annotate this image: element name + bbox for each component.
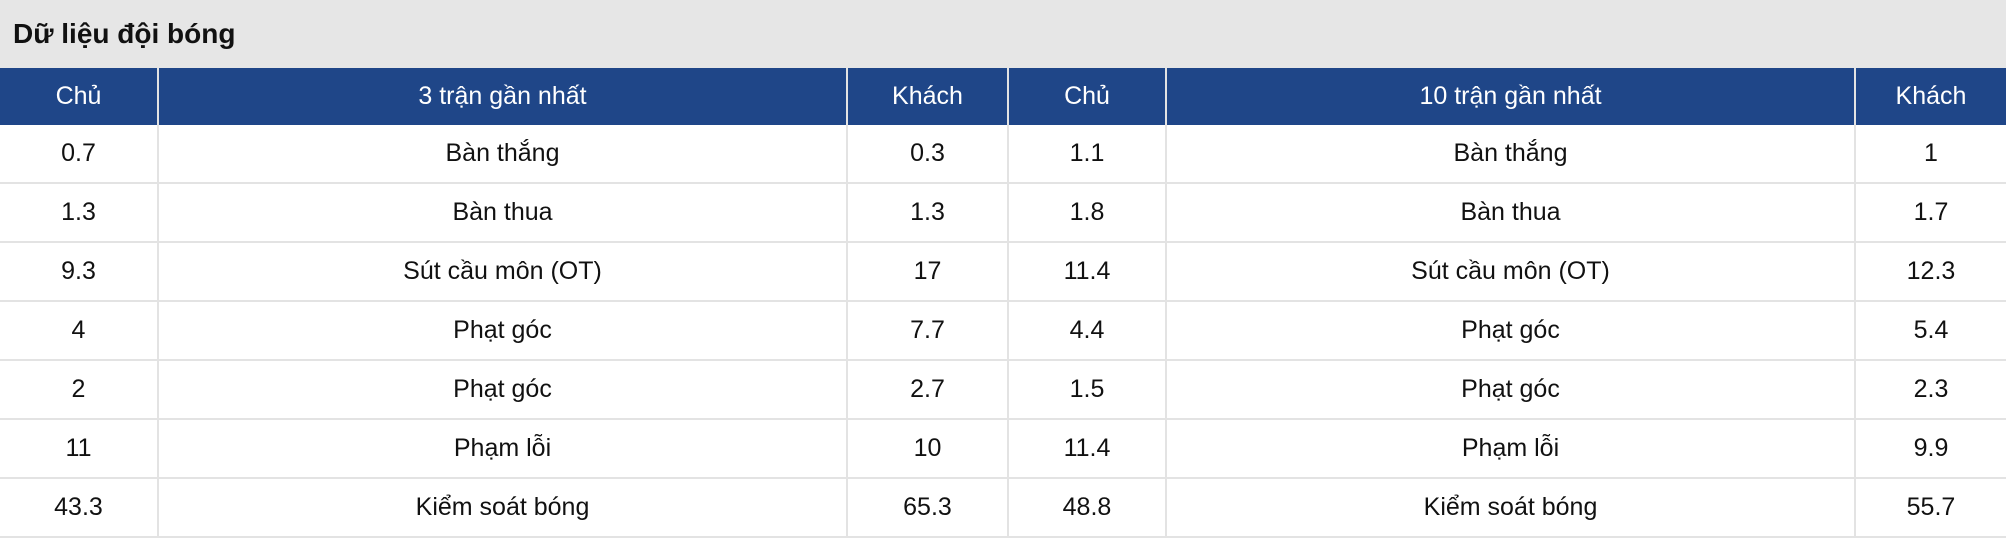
cell-stat-3: Bàn thắng [158,125,848,184]
cell-away-3: 65.3 [847,478,1009,538]
cell-stat-3: Phạt góc [158,360,848,420]
cell-home-3: 43.3 [0,478,159,538]
cell-away-3: 7.7 [847,301,1009,361]
cell-stat-3: Sút cầu môn (OT) [158,242,848,302]
header-away-10: Khách [1855,68,2006,125]
cell-stat-10: Phạt góc [1166,301,1856,361]
cell-stat-10: Phạm lỗi [1166,419,1856,479]
cell-away-10: 9.9 [1855,419,2006,479]
section-header: Dữ liệu đội bóng [0,0,2006,68]
table-row: 1.3 Bàn thua 1.3 1.8 Bàn thua 1.7 [0,183,2006,243]
cell-away-10: 12.3 [1855,242,2006,302]
table-row: 2 Phạt góc 2.7 1.5 Phạt góc 2.3 [0,360,2006,420]
cell-away-10: 2.3 [1855,360,2006,420]
cell-home-3: 11 [0,419,159,479]
cell-away-3: 0.3 [847,125,1009,184]
cell-stat-3: Phạt góc [158,301,848,361]
cell-away-3: 2.7 [847,360,1009,420]
cell-stat-3: Kiểm soát bóng [158,478,848,538]
cell-stat-3: Bàn thua [158,183,848,243]
header-last-10: 10 trận gần nhất [1166,68,1856,125]
cell-stat-10: Sút cầu môn (OT) [1166,242,1856,302]
table-row: 43.3 Kiểm soát bóng 65.3 48.8 Kiểm soát bóng… [0,478,2006,538]
cell-home-10: 11.4 [1008,419,1167,479]
cell-away-10: 1 [1855,125,2006,184]
cell-away-10: 5.4 [1855,301,2006,361]
header-last-3: 3 trận gần nhất [158,68,848,125]
cell-stat-3: Phạm lỗi [158,419,848,479]
header-home-3: Chủ [0,68,159,125]
cell-home-3: 1.3 [0,183,159,243]
section-title: Dữ liệu đội bóng [13,18,236,49]
cell-home-3: 4 [0,301,159,361]
header-away-3: Khách [847,68,1009,125]
cell-away-3: 1.3 [847,183,1009,243]
table-row: 11 Phạm lỗi 10 11.4 Phạm lỗi 9.9 [0,419,2006,479]
cell-home-3: 2 [0,360,159,420]
cell-home-3: 9.3 [0,242,159,302]
team-stats-table: Chủ 3 trận gần nhất Khách Chủ 10 trận gầ… [0,68,2006,538]
cell-stat-10: Bàn thua [1166,183,1856,243]
cell-home-10: 1.5 [1008,360,1167,420]
cell-home-10: 1.8 [1008,183,1167,243]
cell-stat-10: Kiểm soát bóng [1166,478,1856,538]
table-row: 0.7 Bàn thắng 0.3 1.1 Bàn thắng 1 [0,125,2006,184]
table-header-row: Chủ 3 trận gần nhất Khách Chủ 10 trận gầ… [0,68,2006,125]
cell-home-3: 0.7 [0,125,159,184]
cell-away-3: 17 [847,242,1009,302]
header-home-10: Chủ [1008,68,1167,125]
cell-stat-10: Phạt góc [1166,360,1856,420]
cell-stat-10: Bàn thắng [1166,125,1856,184]
cell-home-10: 11.4 [1008,242,1167,302]
cell-away-3: 10 [847,419,1009,479]
cell-away-10: 1.7 [1855,183,2006,243]
cell-home-10: 48.8 [1008,478,1167,538]
cell-home-10: 4.4 [1008,301,1167,361]
table-row: 4 Phạt góc 7.7 4.4 Phạt góc 5.4 [0,301,2006,361]
cell-away-10: 55.7 [1855,478,2006,538]
cell-home-10: 1.1 [1008,125,1167,184]
table-row: 9.3 Sút cầu môn (OT) 17 11.4 Sút cầu môn (OT… [0,242,2006,302]
